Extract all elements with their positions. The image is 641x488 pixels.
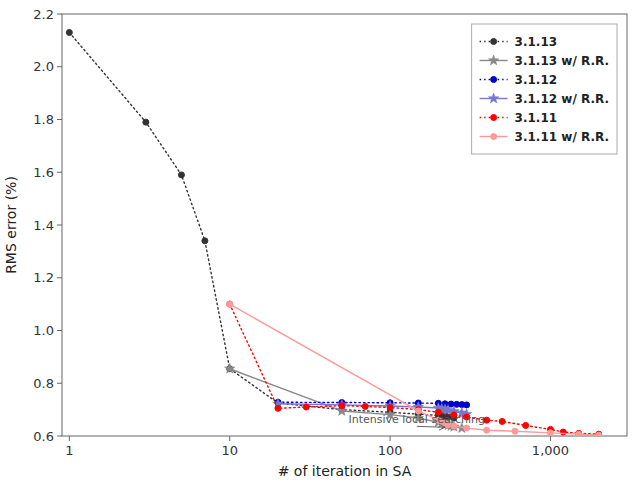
- x-axis: 1 10 100 1,000: [65, 436, 569, 458]
- y-tick: [57, 277, 62, 278]
- legend-marker: [491, 39, 497, 45]
- y-tick-label: 2.0: [33, 59, 54, 74]
- y-tick-label: 0.6: [33, 429, 54, 444]
- point: [337, 399, 347, 409]
- legend-item: 3.1.13 w/ R.R.: [480, 54, 609, 68]
- x-tick-label: 1,000: [532, 443, 569, 458]
- series-line: [230, 304, 599, 435]
- legend-item: 3.1.12: [480, 73, 558, 87]
- series: [227, 301, 602, 436]
- y-tick-label: 1.8: [33, 112, 54, 127]
- series: [227, 301, 602, 436]
- point: [596, 432, 602, 436]
- point: [484, 427, 490, 433]
- legend-item: 3.1.12 w/ R.R.: [480, 92, 609, 106]
- x-tick: [229, 436, 230, 441]
- y-tick: [57, 225, 62, 226]
- chart: 1 10 100 1,000 0.6 0.8 1.0 1.2 1.4 1.6 1.8 2.0 2.2 # …: [0, 0, 641, 488]
- point: [385, 400, 395, 410]
- y-tick: [57, 66, 62, 67]
- legend-marker: [491, 134, 497, 140]
- y-axis: 0.6 0.8 1.0 1.2 1.4 1.6 1.8 2.0 2.2: [33, 7, 62, 444]
- legend-label: 3.1.11: [515, 111, 558, 125]
- point: [202, 238, 208, 244]
- annotation-arrow: [417, 426, 445, 428]
- legend-item: 3.1.13: [480, 35, 558, 49]
- legend-marker: [488, 55, 498, 65]
- point: [339, 403, 345, 409]
- legend-marker: [491, 115, 497, 121]
- annotation: Intensive local searching: [348, 413, 485, 430]
- legend-label: 3.1.12 w/ R.R.: [515, 92, 609, 106]
- y-tick: [57, 330, 62, 331]
- point: [499, 418, 505, 424]
- point: [547, 430, 553, 436]
- legend-marker: [488, 93, 498, 103]
- legend: 3.1.13 3.1.13 w/ R.R. 3.1.12 3.1.12 w/ R.R.…: [472, 24, 617, 154]
- y-tick-label: 1.6: [33, 165, 54, 180]
- legend-label: 3.1.11 w/ R.R.: [515, 130, 609, 144]
- legend-label: 3.1.12: [515, 73, 558, 87]
- legend-item: 3.1.11 w/ R.R.: [480, 130, 609, 144]
- y-tick: [57, 383, 62, 384]
- point: [143, 119, 149, 125]
- legend-label: 3.1.13 w/ R.R.: [515, 54, 609, 68]
- y-tick-label: 1.0: [33, 323, 54, 338]
- x-axis-label: # of iteration in SA: [278, 463, 412, 479]
- annotation-text: Intensive local searching: [348, 413, 485, 426]
- y-tick-label: 1.2: [33, 270, 54, 285]
- point: [387, 405, 393, 411]
- plot-frame: [62, 14, 627, 436]
- point: [224, 363, 234, 373]
- series: [66, 29, 457, 421]
- y-tick: [57, 436, 62, 437]
- point: [275, 405, 281, 411]
- legend-marker: [491, 77, 497, 83]
- y-tick-label: 0.8: [33, 376, 54, 391]
- y-tick-label: 1.4: [33, 218, 54, 233]
- series-line: [69, 32, 454, 418]
- x-tick-label: 1: [65, 443, 73, 458]
- point: [227, 301, 233, 307]
- y-tick: [57, 14, 62, 15]
- point: [362, 403, 368, 409]
- point: [523, 422, 529, 428]
- point: [303, 404, 309, 410]
- y-tick-label: 2.2: [33, 7, 54, 22]
- x-tick: [550, 436, 551, 441]
- point: [227, 301, 233, 307]
- point: [512, 428, 518, 434]
- y-axis-label: RMS error (%): [3, 176, 19, 274]
- legend-label: 3.1.13: [515, 35, 558, 49]
- y-tick: [57, 172, 62, 173]
- point: [464, 402, 470, 408]
- point: [178, 172, 184, 178]
- x-tick-label: 100: [378, 443, 403, 458]
- point: [576, 430, 582, 436]
- series-line: [230, 304, 599, 434]
- x-tick-label: 10: [221, 443, 238, 458]
- legend-item: 3.1.11: [480, 111, 558, 125]
- point: [66, 29, 72, 35]
- y-tick: [57, 119, 62, 120]
- legend-box: [472, 24, 617, 154]
- x-tick: [390, 436, 391, 441]
- x-tick: [69, 436, 70, 441]
- point: [576, 431, 582, 436]
- annotation-arrowhead: [439, 424, 445, 430]
